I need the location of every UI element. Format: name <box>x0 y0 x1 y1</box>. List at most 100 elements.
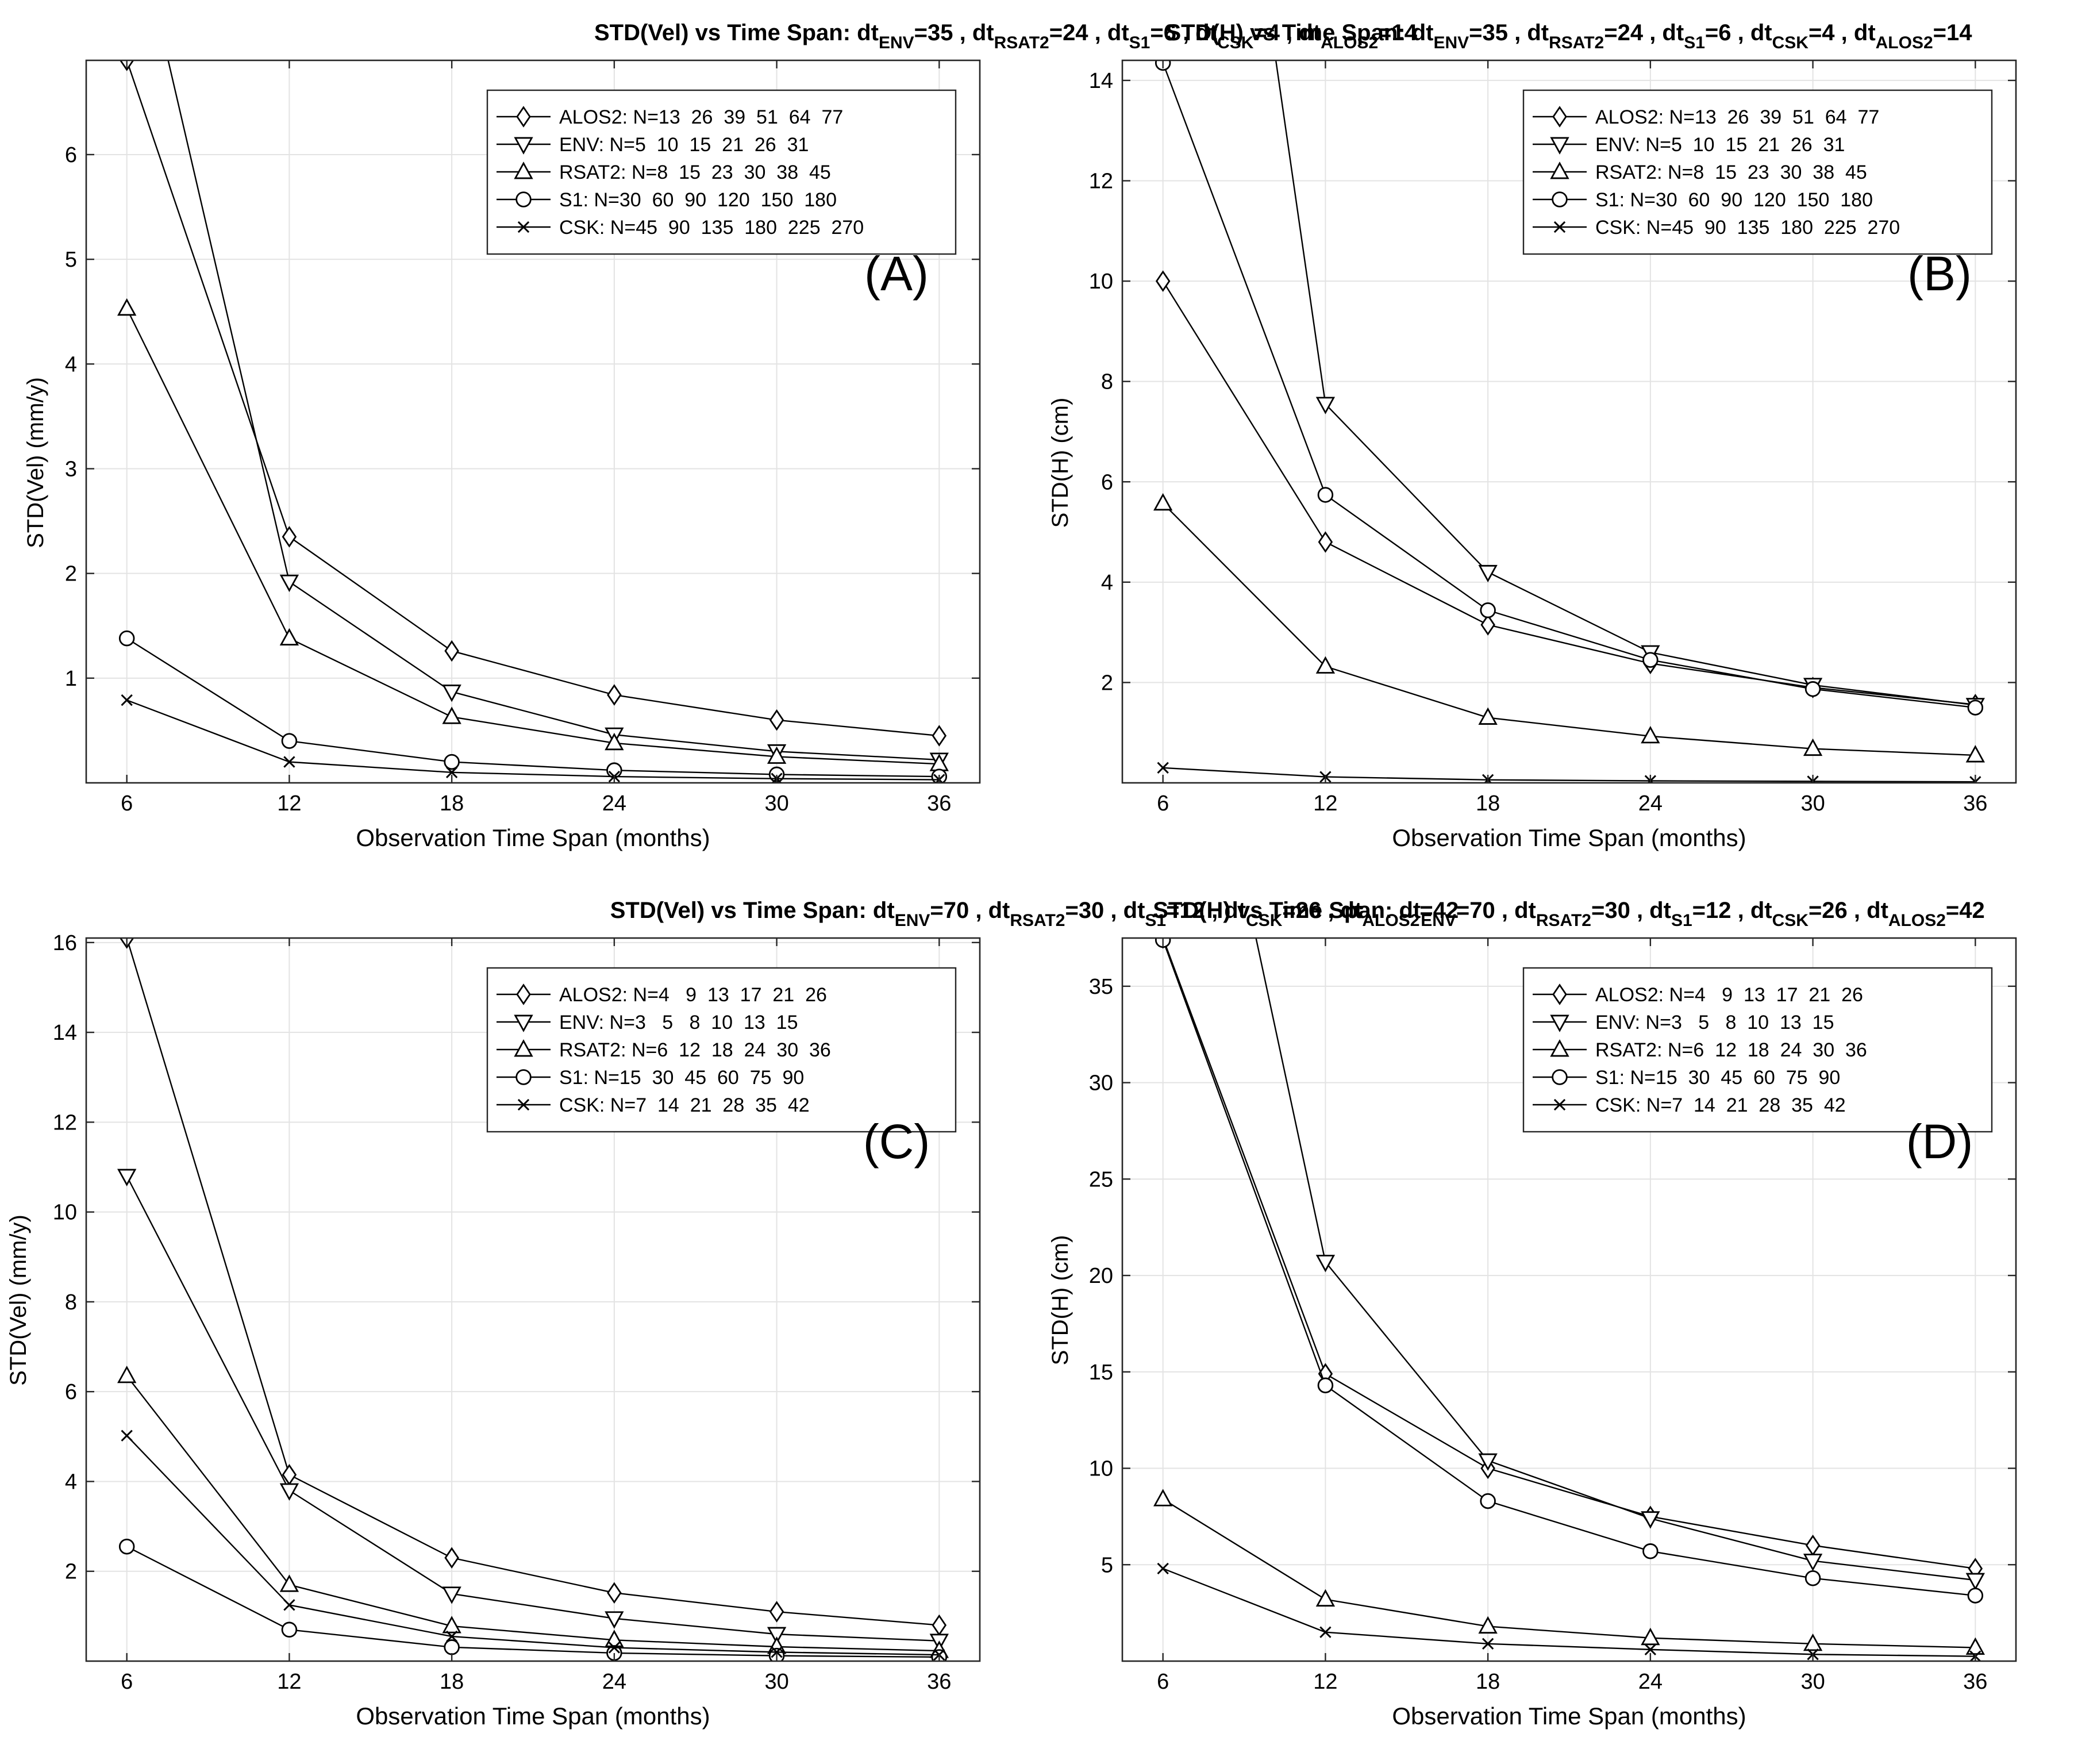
legend-marker-alos2 <box>516 983 531 1005</box>
series-line-env <box>1255 938 1976 1581</box>
legend-marker-env <box>514 137 533 155</box>
y-tick-label: 16 <box>53 931 77 955</box>
legend-box <box>486 89 957 255</box>
x-tick-label: 24 <box>602 791 626 816</box>
chart-title-dt: , dt <box>1630 898 1671 923</box>
data-point-rsat2 <box>605 732 624 751</box>
y-tick-label: 5 <box>65 248 77 272</box>
legend-entry-rsat2: RSAT2: N=6 12 18 24 30 36 <box>559 1039 831 1061</box>
data-point-env <box>1803 1554 1823 1571</box>
data-point-rsat2 <box>1478 1616 1498 1634</box>
data-point-s1 <box>444 1639 460 1655</box>
x-tick-label: 6 <box>121 791 133 816</box>
x-tick-label: 24 <box>602 1670 626 1694</box>
data-point-rsat2 <box>1641 725 1660 744</box>
chart-title-dt: , dt <box>1205 898 1246 923</box>
panel-label: (D) <box>1906 1114 1973 1169</box>
y-tick-label: 25 <box>1089 1167 1113 1192</box>
data-point-rsat2 <box>117 298 137 316</box>
chart-title-subscript: CSK <box>1217 33 1254 52</box>
chart-title-value: =42 <box>1946 898 1985 923</box>
chart-title-dt: , dt <box>1731 898 1772 923</box>
chart-title-subscript: RSAT2 <box>994 33 1049 52</box>
data-point-env <box>605 1611 624 1629</box>
series-line-csk <box>1163 767 1976 783</box>
legend-marker-env <box>1550 137 1569 155</box>
series-line-alos2 <box>1162 280 1976 706</box>
data-point-s1 <box>1317 487 1334 503</box>
data-point-alos2 <box>1155 270 1171 292</box>
legend-marker-s1 <box>515 1069 532 1085</box>
legend-marker-csk <box>517 221 530 233</box>
legend-entry-csk: CSK: N=7 14 21 28 35 42 <box>559 1094 810 1116</box>
chart-title-dt: , dt <box>1508 20 1549 45</box>
chart-title-main: STD(Vel) vs Time Span: <box>610 898 873 923</box>
legend-entry-s1: S1: N=30 60 90 120 150 180 <box>559 189 837 211</box>
data-point-csk <box>121 694 133 706</box>
panel-label: (B) <box>1907 247 1972 301</box>
y-tick-label: 8 <box>65 1290 77 1315</box>
data-point-env <box>117 1169 137 1186</box>
x-tick-label: 12 <box>277 1670 301 1694</box>
panel-label: (A) <box>864 247 929 301</box>
chart-title-dt: , dt <box>1280 20 1321 45</box>
x-tick-label: 6 <box>1157 1670 1169 1694</box>
x-axis-label: Observation Time Span (months) <box>1392 1702 1746 1730</box>
data-point-s1 <box>1642 1543 1659 1559</box>
data-point-csk <box>1157 1562 1169 1575</box>
chart-title-subscript: S1 <box>1129 33 1150 52</box>
data-point-rsat2 <box>1315 1589 1336 1607</box>
chart-title-dt: , dt <box>1088 20 1129 45</box>
chart-title-value: =6 <box>1150 20 1176 45</box>
legend-entry-rsat2: RSAT2: N=8 15 23 30 38 45 <box>1595 162 1867 183</box>
data-point-alos2 <box>444 640 459 662</box>
data-point-s1 <box>1967 700 1984 716</box>
x-tick-label: 18 <box>1476 1670 1500 1694</box>
chart-title-dt: , dt <box>1835 20 1876 45</box>
legend-entry-env: ENV: N=5 10 15 21 26 31 <box>559 134 809 156</box>
data-point-rsat2 <box>442 1616 461 1634</box>
legend-entry-rsat2: RSAT2: N=8 15 23 30 38 45 <box>559 162 831 183</box>
legend-entry-csk: CSK: N=7 14 21 28 35 42 <box>1595 1094 1846 1116</box>
chart-title-dt: , dt <box>1731 20 1772 45</box>
series-group <box>117 938 949 1661</box>
chart-title-main: STD(Vel) vs Time Span: <box>594 20 857 45</box>
data-point-csk <box>608 1642 621 1654</box>
chart-title-subscript: ENV <box>879 33 914 52</box>
y-tick-label: 4 <box>65 352 77 376</box>
series-line-rsat2 <box>126 308 940 765</box>
chart-title-value: =30 <box>1591 898 1630 923</box>
chart-title-subscript: RSAT2 <box>1549 33 1604 52</box>
data-point-rsat2 <box>1153 1489 1173 1506</box>
x-tick-label: 36 <box>1963 1670 1987 1694</box>
data-point-env <box>279 1483 299 1501</box>
panel-label: (C) <box>863 1114 930 1169</box>
data-point-s1 <box>118 1539 135 1555</box>
x-tick-label: 6 <box>1157 791 1169 816</box>
legend-marker-env <box>1550 1014 1569 1032</box>
series-line-alos2 <box>1162 938 1976 1570</box>
data-point-alos2 <box>607 1582 622 1604</box>
x-tick-label: 6 <box>121 1670 133 1694</box>
chart-title-value: =24 <box>1604 20 1644 45</box>
chart-title-subscript: CSK <box>1772 911 1809 930</box>
legend-entry-alos2: ALOS2: N=13 26 39 51 64 77 <box>1595 106 1879 128</box>
y-tick-label: 4 <box>65 1470 77 1494</box>
data-point-rsat2 <box>1315 656 1336 674</box>
chart-title-dt: , dt <box>1104 898 1145 923</box>
chart-title-value: =12 <box>1166 898 1205 923</box>
data-point-csk <box>283 756 295 768</box>
data-point-s1 <box>1480 602 1496 618</box>
chart-title-subscript: CSK <box>1246 911 1283 930</box>
chart-title-value: =4 <box>1253 20 1280 45</box>
x-tick-label: 12 <box>277 791 301 816</box>
data-point-rsat2 <box>279 628 299 646</box>
y-tick-label: 10 <box>1089 270 1113 294</box>
legend-entry-csk: CSK: N=45 90 135 180 225 270 <box>1595 217 1900 239</box>
data-point-s1 <box>118 630 135 647</box>
series-group <box>117 60 949 783</box>
